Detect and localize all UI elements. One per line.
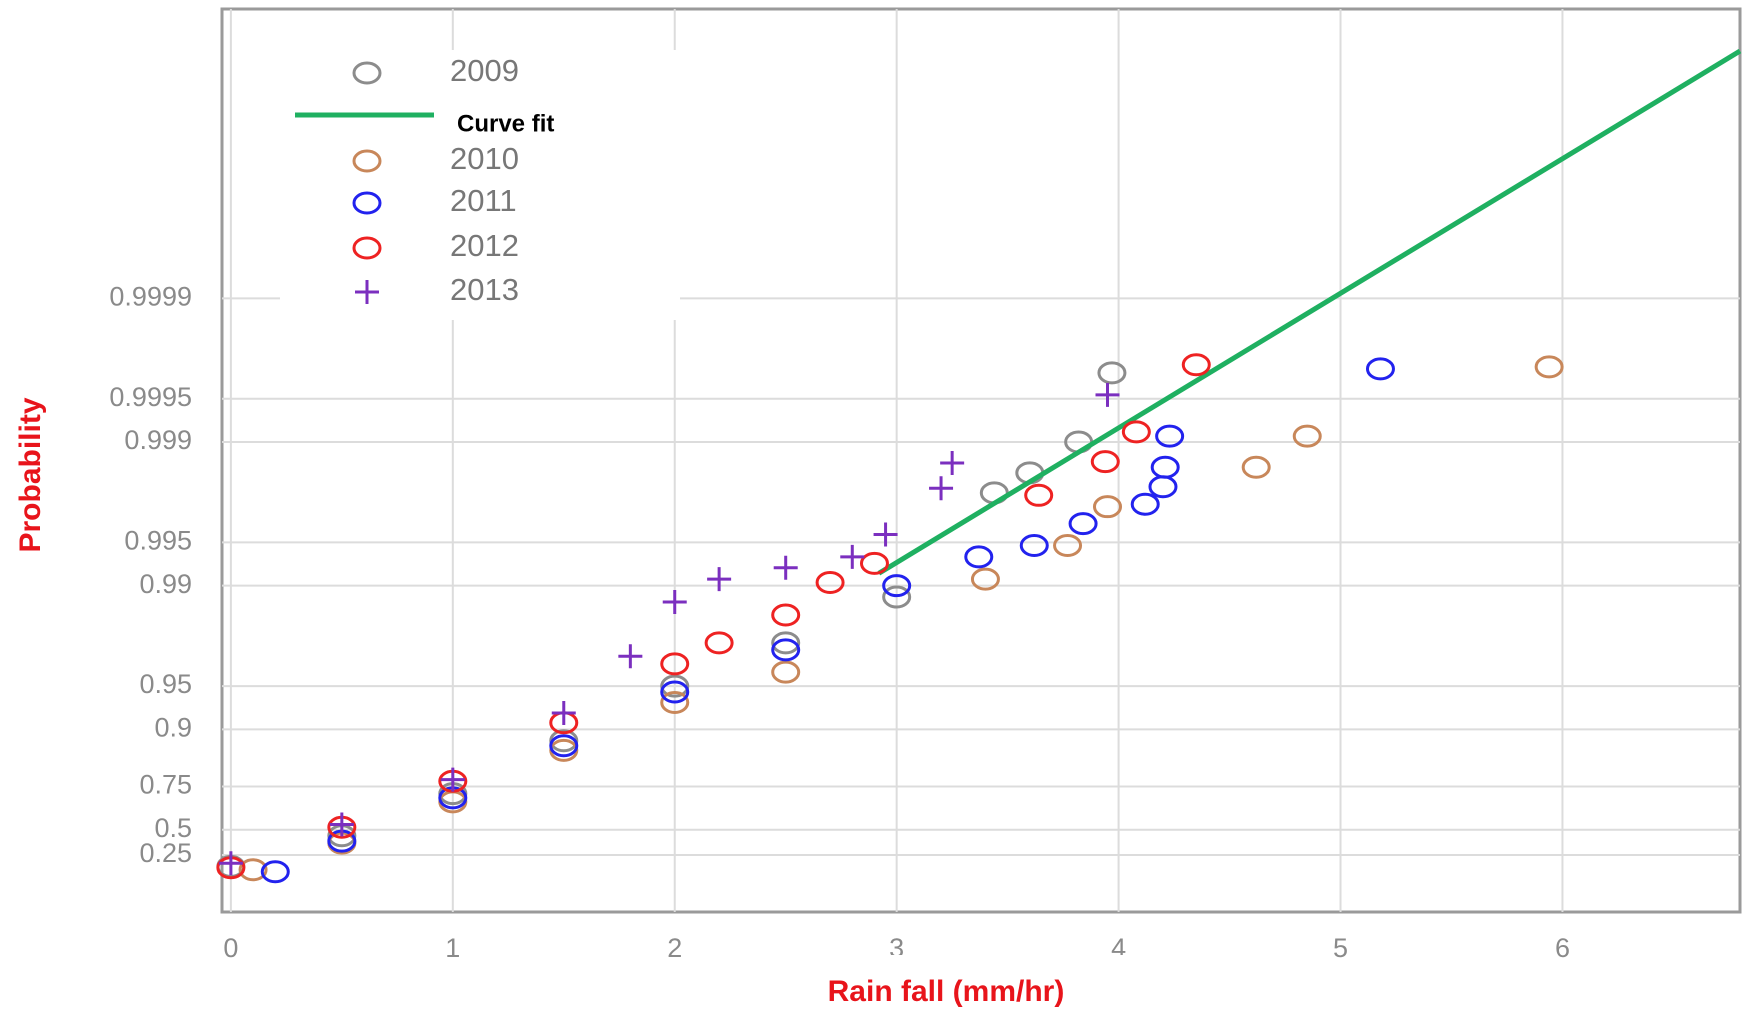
legend-label: 2012 — [450, 228, 519, 263]
point — [1093, 495, 1122, 519]
legend-label: 2010 — [450, 141, 519, 176]
point — [840, 544, 865, 569]
point — [218, 851, 243, 876]
point — [440, 767, 465, 792]
legend-label: 2009 — [450, 53, 519, 88]
point — [660, 652, 690, 676]
x-axis-title: Rain fall (mm/hr) — [828, 975, 1065, 1008]
point — [660, 680, 690, 704]
legend-label: Curve fit — [457, 110, 554, 137]
point — [929, 476, 954, 501]
point — [1365, 357, 1395, 381]
legend-swatch — [352, 149, 382, 173]
y-axis-title: Probability — [14, 397, 47, 552]
legend-swatch — [352, 191, 382, 215]
point — [1019, 533, 1049, 557]
point — [1095, 382, 1120, 407]
y-tick-label: 0.99 — [139, 569, 192, 599]
point — [771, 603, 801, 627]
point — [660, 690, 690, 714]
point — [238, 858, 268, 882]
point — [1292, 424, 1322, 448]
point — [882, 574, 912, 598]
point — [1155, 424, 1185, 448]
x-tick-label: 6 — [1555, 933, 1570, 963]
point — [551, 701, 576, 726]
point — [771, 638, 801, 662]
point — [1150, 455, 1180, 479]
legend: 2009 Curve fit 2010 2011 2012 2013 — [280, 50, 680, 320]
point — [815, 570, 845, 594]
point — [549, 734, 579, 758]
legend-swatch — [352, 61, 382, 85]
point — [260, 860, 290, 884]
x-tick-label: 0 — [223, 933, 238, 963]
grid: 0 1 2 3 4 5 60.250.50.750.90.950.990.9950.9990… — [109, 9, 1740, 963]
point — [970, 567, 1000, 591]
y-tick-label: 0.9999 — [109, 281, 192, 311]
y-tick-label: 0.9995 — [109, 382, 192, 412]
y-tick-label: 0.75 — [139, 770, 192, 800]
y-tick-label: 0.25 — [139, 838, 192, 868]
x-title-bg — [775, 955, 1215, 1016]
curve-fit-line — [877, 48, 1742, 576]
point — [964, 545, 994, 569]
legend-label: 2011 — [450, 183, 517, 218]
point — [940, 450, 965, 475]
point — [771, 660, 801, 684]
x-tick-label: 1 — [445, 933, 460, 963]
y-tick-label: 0.95 — [139, 669, 192, 699]
point — [1534, 355, 1564, 379]
point — [773, 555, 798, 580]
point — [618, 644, 643, 669]
point — [1181, 353, 1211, 377]
point — [882, 585, 912, 609]
legend-label: 2013 — [450, 272, 519, 307]
point — [873, 522, 898, 547]
point — [662, 590, 687, 615]
y-tick-label: 0.9 — [154, 712, 192, 742]
point — [1024, 483, 1054, 507]
point — [1068, 512, 1098, 536]
point — [1241, 455, 1271, 479]
point — [1090, 450, 1120, 474]
point — [1053, 533, 1083, 557]
x-tick-label: 5 — [1333, 933, 1348, 963]
point — [329, 812, 354, 837]
marks — [216, 48, 1742, 884]
point — [1097, 361, 1127, 385]
point — [1121, 420, 1151, 444]
legend-swatch — [355, 280, 379, 304]
y-tick-label: 0.999 — [124, 425, 192, 455]
point — [704, 631, 734, 655]
point — [707, 567, 732, 592]
legend-swatch — [352, 236, 382, 260]
point — [771, 631, 801, 655]
point — [859, 551, 889, 575]
point — [1130, 492, 1160, 516]
legend-box — [280, 50, 680, 320]
x-tick-label: 2 — [667, 933, 682, 963]
point — [660, 674, 690, 698]
y-tick-label: 0.995 — [124, 526, 192, 556]
y-tick-label: 0.5 — [154, 813, 192, 843]
